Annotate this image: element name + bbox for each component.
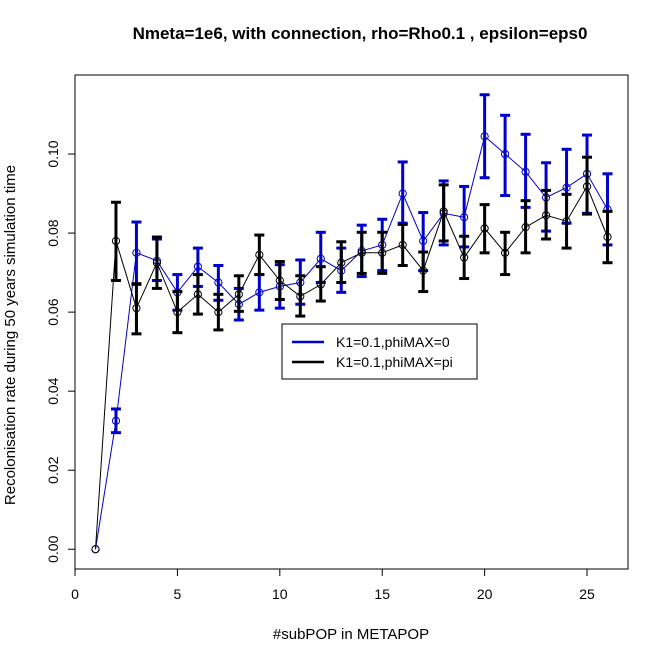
data-point [398, 189, 407, 198]
data-point [357, 248, 366, 257]
y-tick-label: 0.02 [45, 456, 61, 483]
data-point [521, 167, 530, 176]
legend-box [281, 323, 478, 380]
data-point [193, 262, 202, 271]
data-point [337, 258, 346, 267]
data-point [214, 278, 223, 287]
legend-label: K1=0.1,phiMAX=pi [336, 354, 453, 370]
y-tick-label: 0.00 [45, 535, 61, 562]
series-line [95, 185, 608, 550]
plot-border [74, 74, 629, 570]
data-point [460, 253, 469, 262]
data-point [255, 250, 264, 259]
data-point [316, 254, 325, 263]
data-point [378, 248, 387, 257]
data-point [419, 266, 428, 275]
data-point [603, 232, 612, 242]
data-point [234, 290, 243, 299]
legend: K1=0.1,phiMAX=0 K1=0.1,phiMAX=pi [281, 323, 478, 380]
data-point [255, 288, 264, 297]
data-point [173, 308, 182, 317]
plot-area [74, 74, 629, 570]
y-tick-label: 0.10 [45, 140, 61, 167]
data-point [541, 211, 551, 220]
data-point [562, 183, 571, 192]
x-tick-label: 15 [374, 586, 390, 602]
series-line [95, 135, 608, 550]
data-point [501, 149, 510, 159]
data-point [480, 132, 489, 141]
data-point [214, 308, 223, 317]
x-axis: 0 5 10 15 20 25 [71, 569, 595, 602]
data-point [152, 258, 162, 267]
x-tick-label: 0 [71, 586, 79, 602]
y-axis-title: Recolonisation rate during 50 years simu… [2, 165, 19, 505]
y-axis: 0.00 0.02 0.04 0.06 0.08 0.10 [45, 140, 75, 563]
data-point [132, 248, 141, 257]
chart-title: Nmeta=1e6, with connection, rho=Rho0.1 ,… [133, 24, 588, 43]
data-point [419, 236, 428, 246]
data-point [501, 248, 510, 257]
data-point [275, 276, 284, 285]
data-point [111, 416, 121, 425]
data-point [296, 292, 305, 301]
data-point [111, 236, 121, 246]
legend-label: K1=0.1,phiMAX=0 [336, 334, 450, 350]
x-tick-label: 20 [477, 586, 493, 602]
data-point [562, 217, 571, 226]
data-point [91, 545, 100, 554]
x-tick-label: 5 [174, 586, 182, 602]
y-tick-label: 0.08 [45, 219, 61, 246]
data-point [316, 280, 325, 289]
data-point [521, 223, 530, 232]
data-point [582, 182, 592, 191]
data-point [439, 207, 448, 216]
data-point [398, 240, 407, 250]
data-point [480, 224, 489, 233]
series-2 [91, 155, 613, 554]
data-point [132, 304, 141, 313]
x-tick-label: 10 [272, 586, 288, 602]
y-tick-label: 0.06 [45, 298, 61, 325]
data-point [460, 213, 469, 222]
y-tick-label: 0.04 [45, 377, 61, 404]
series-layer [91, 93, 613, 554]
x-axis-title: #subPOP in METAPOP [273, 626, 429, 643]
x-tick-label: 25 [579, 586, 595, 602]
data-point [193, 290, 202, 299]
